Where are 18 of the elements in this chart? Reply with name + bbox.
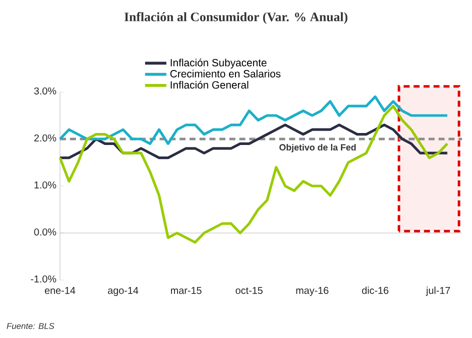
x-tick-label: jul-17	[426, 286, 450, 296]
y-tick-label: 0.0%	[34, 228, 56, 236]
y-tick-label: 3.0%	[34, 87, 56, 94]
y-tick-label: 1.0%	[34, 181, 56, 188]
x-tick-label: may-16	[296, 286, 328, 296]
x-tick-label: dic-16	[362, 286, 388, 294]
x-tick-label: ago-14	[108, 287, 138, 296]
legend-label: Inflación Subyacente	[170, 58, 266, 68]
x-tick-label: oct-15	[236, 287, 263, 294]
x-tick-label: ene-14	[44, 287, 76, 294]
source-note: Fuente: BLS	[6, 323, 54, 329]
legend-label: Crecimiento en Salarios	[170, 70, 280, 78]
ref-line-label: Objetivo de la Fed	[279, 144, 356, 152]
y-tick-label: -1.0%	[30, 275, 56, 282]
legend-label: Inflación General	[170, 80, 248, 89]
y-tick-label: 2.0%	[34, 134, 56, 142]
x-tick-label: mar-15	[170, 287, 202, 294]
chart-title: Inflación al Consumidor (Var. % Anual)	[124, 12, 348, 24]
